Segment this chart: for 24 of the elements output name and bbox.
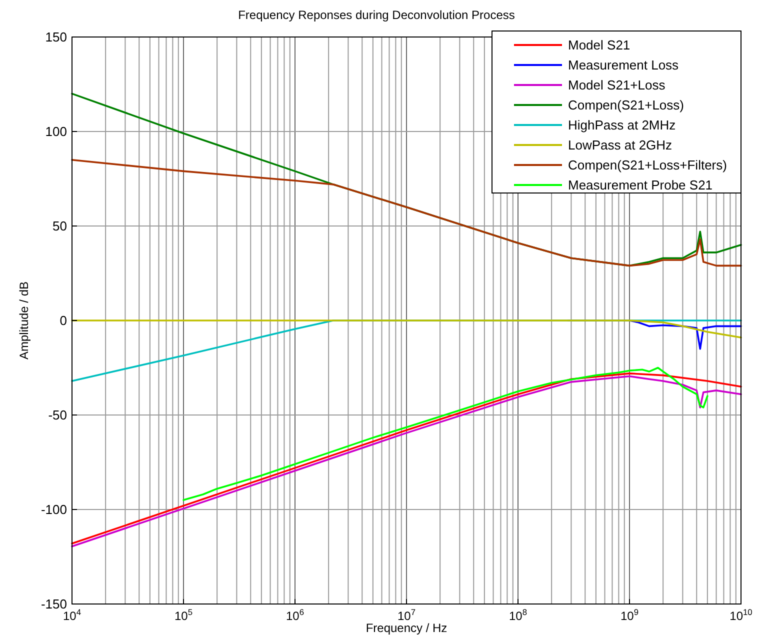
chart-title: Frequency Reponses during Deconvolution Process — [238, 8, 515, 22]
x-tick-label: 10$^{7}$ — [397, 607, 416, 623]
x-axis-title: Frequency / Hz — [366, 621, 448, 635]
y-tick-label: -50 — [48, 408, 67, 422]
legend-label: Model S21 — [568, 38, 630, 52]
y-tick-label: 100 — [45, 124, 67, 139]
legend-label: Measurement Loss — [568, 58, 680, 72]
legend-label: HighPass at 2MHz — [568, 118, 676, 132]
x-tick-label: 10$^{10}$ — [730, 607, 753, 623]
y-tick-label: -100 — [40, 502, 67, 517]
legend-label: Model S21+Loss — [568, 78, 666, 92]
x-tick-label: 10$^{8}$ — [508, 607, 528, 623]
x-tick-label: 10$^{9}$ — [620, 607, 639, 623]
x-tick-label: 10$^{5}$ — [174, 607, 193, 623]
y-axis-title: Amplitude / dB — [17, 281, 31, 360]
y-tick-label: -150 — [40, 596, 67, 612]
y-tick-label: 50 — [52, 218, 67, 234]
x-tick-label: 10$^{6}$ — [286, 607, 304, 623]
legend-label: LowPass at 2GHz — [568, 138, 672, 152]
y-tick-label: 150 — [45, 30, 67, 44]
legend-label: Compen(S21+Loss+Filters) — [568, 158, 727, 172]
legend-label: Compen(S21+Loss) — [568, 98, 684, 112]
y-tick-label: 0 — [60, 313, 67, 328]
legend-label: Measurement Probe S21 — [568, 178, 713, 192]
